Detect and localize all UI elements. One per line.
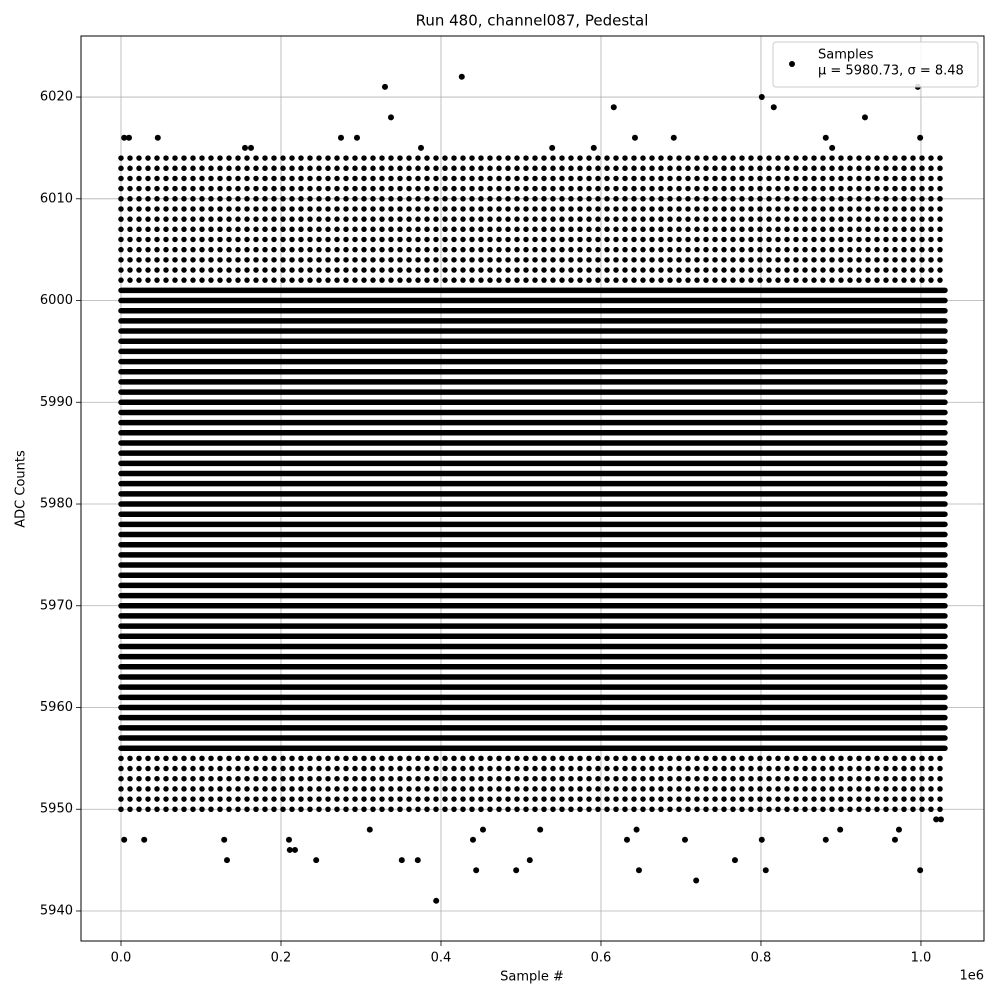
point [291,846,298,853]
point [681,836,688,843]
x-tick-label: 1.0 [911,951,932,966]
point [513,867,520,874]
point [937,816,944,823]
x-tick-label: 0.2 [271,951,292,966]
point [770,104,777,111]
point [631,134,638,141]
point [633,826,640,833]
point [762,867,769,874]
point [366,826,373,833]
point [313,857,320,864]
point [247,144,254,151]
plot-frame [80,35,985,942]
point [822,134,829,141]
x-tick-label: 0.6 [591,951,612,966]
point [285,836,292,843]
point [837,826,844,833]
point [758,94,765,101]
x-tick-label: 0.4 [431,951,452,966]
marks [118,73,948,904]
point [125,134,132,141]
point [861,114,868,121]
point [141,836,148,843]
legend-marker [789,61,795,67]
point [731,857,738,864]
y-tick-label: 5990 [40,395,73,410]
point [417,144,424,151]
point [473,867,480,874]
point [670,134,677,141]
point [917,867,924,874]
point [121,836,128,843]
legend-label: Samples [818,48,874,63]
point [121,134,128,141]
legend-stats: μ = 5980.73, σ = 8.48 [818,64,964,79]
point [223,857,230,864]
point [353,134,360,141]
y-tick-label: 5980 [40,497,73,512]
point [537,826,544,833]
point [891,836,898,843]
point [387,114,394,121]
y-tick-label: 6000 [40,293,73,308]
point [479,826,486,833]
point [337,134,344,141]
point [590,144,597,151]
point [635,867,642,874]
point [469,836,476,843]
x-axis-label: Sample # [500,970,564,985]
x-offset-label: 1e6 [959,969,984,984]
point [693,877,700,884]
x-tick-label: 0.0 [111,951,132,966]
y-tick-label: 6020 [40,90,73,105]
point [286,846,293,853]
point [154,134,161,141]
point [414,857,421,864]
y-tick-label: 5970 [40,598,73,613]
y-tick-label: 6010 [40,191,73,206]
point [381,83,388,90]
y-tick-label: 5960 [40,700,73,715]
point [933,816,940,823]
point [917,134,924,141]
point [458,73,465,80]
point [221,836,228,843]
chart-title: Run 480, channel087, Pedestal [416,12,649,30]
point [623,836,630,843]
point [398,857,405,864]
point [241,144,248,151]
point [549,144,556,151]
point [433,897,440,904]
y-tick-label: 5940 [40,903,73,918]
point [822,836,829,843]
x-tick-label: 0.8 [751,951,772,966]
y-tick-label: 5950 [40,802,73,817]
y-axis-label: ADC Counts [14,450,29,528]
point [829,144,836,151]
point [526,857,533,864]
point [758,836,765,843]
point [610,104,617,111]
point [895,826,902,833]
legend-box [772,41,979,88]
